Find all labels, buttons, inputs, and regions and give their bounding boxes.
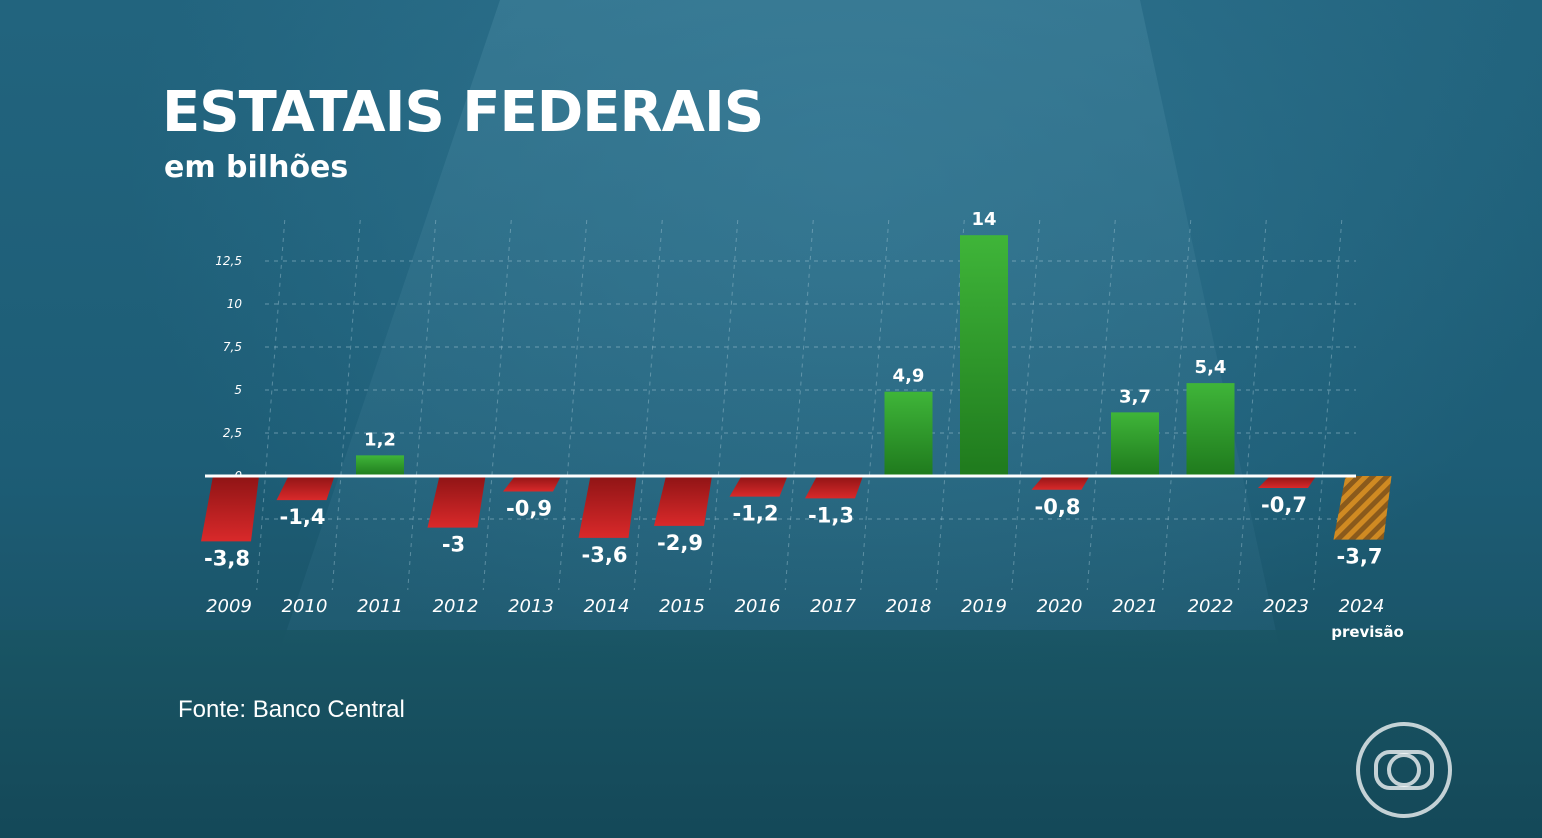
grid-line [558, 219, 588, 591]
grid-line [256, 219, 286, 591]
x-tick-label-2018: 2018 [886, 596, 932, 617]
data-label-2013: -0,9 [506, 496, 552, 520]
chart-grid [256, 219, 1356, 591]
bar-2015 [654, 476, 712, 526]
y-tick-label: 2,5 [223, 426, 242, 440]
grid-line [784, 219, 814, 591]
grid-line [709, 219, 739, 591]
x-tick-label-2015: 2015 [659, 596, 705, 617]
grid-line [407, 219, 437, 591]
chart-bars [201, 235, 1392, 542]
chart-title: ESTATAIS FEDERAIS [162, 80, 764, 145]
data-label-2022: 5,4 [1195, 357, 1227, 378]
x-tick-label-2017: 2017 [810, 596, 856, 617]
bar-2017 [805, 476, 863, 499]
bar-2012 [427, 476, 486, 528]
bar-2022 [1186, 383, 1235, 476]
data-label-2011: 1,2 [364, 429, 396, 450]
bar-2016 [729, 476, 788, 497]
x-tick-label-2022: 2022 [1188, 596, 1234, 617]
data-label-2020: -0,8 [1035, 495, 1081, 519]
bar-2011 [356, 455, 404, 476]
x-tick-label-2016: 2016 [735, 596, 781, 617]
y-tick-label: 12,5 [215, 254, 242, 268]
x-tick-label-2024: 2024 [1339, 596, 1385, 617]
data-label-2009: -3,8 [204, 546, 250, 570]
grid-line [331, 219, 361, 591]
y-tick-label: 7,5 [223, 340, 242, 354]
bar-2013 [503, 476, 561, 492]
x-tick-label-2011: 2011 [357, 596, 403, 617]
bar-2010 [276, 476, 335, 501]
x-tick-label-2014: 2014 [584, 596, 630, 617]
data-label-2012: -3 [442, 533, 465, 557]
data-label-2024: -3,7 [1337, 545, 1383, 569]
x-tick-label-2023: 2023 [1263, 596, 1309, 617]
bar-2018 [884, 391, 933, 476]
x-tick-label-2021: 2021 [1112, 596, 1158, 617]
data-label-2014: -3,6 [582, 543, 628, 567]
data-label-2017: -1,3 [808, 503, 854, 527]
x-tick-label-2020: 2020 [1037, 596, 1083, 617]
grid-line [1162, 219, 1192, 591]
grid-line [1011, 219, 1041, 591]
data-label-2021: 3,7 [1119, 386, 1151, 407]
y-tick-label: 10 [227, 297, 243, 311]
forecast-label: previsão [1331, 623, 1404, 641]
globo-logo-icon [1356, 722, 1452, 818]
bar-2021 [1111, 412, 1159, 476]
data-label-2015: -2,9 [657, 531, 703, 555]
data-label-2018: 4,9 [893, 366, 925, 387]
grid-line [1086, 219, 1116, 591]
data-label-2010: -1,4 [280, 505, 326, 529]
x-axis-ticks: 2009 2010 2011 2012 2013 2014 2015 2016 2017 2018… [206, 596, 1404, 641]
x-tick-label-2019: 2019 [961, 596, 1007, 617]
bar-2009 [201, 476, 259, 542]
data-labels: -3,8 -1,4 1,2 -3 -0,9 -3,6 -2,9 -1,2 -1,3 4,9 14 -0… [204, 209, 1382, 570]
x-tick-label-2010: 2010 [282, 596, 328, 617]
grid-line [633, 219, 663, 591]
x-tick-label-2009: 2009 [206, 596, 252, 617]
x-tick-label-2012: 2012 [433, 596, 479, 617]
x-tick-label-2013: 2013 [508, 596, 554, 617]
grid-line [482, 219, 512, 591]
bar-2014 [578, 476, 637, 538]
background-ground [0, 630, 1542, 838]
bar-2019 [960, 235, 1008, 476]
grid-line [860, 219, 890, 591]
y-tick-label: 5 [234, 383, 242, 397]
bar-2024 [1333, 476, 1392, 540]
bar-2023 [1258, 476, 1316, 489]
grid-line [935, 219, 965, 591]
source-note: Fonte: Banco Central [178, 696, 405, 723]
data-label-2016: -1,2 [733, 502, 779, 526]
data-label-2019: 14 [971, 209, 996, 230]
data-label-2023: -0,7 [1261, 493, 1307, 517]
grid-line [1313, 219, 1343, 591]
grid-line [1237, 219, 1267, 591]
chart-subtitle: em bilhões [164, 150, 349, 185]
bar-2020 [1031, 476, 1090, 490]
